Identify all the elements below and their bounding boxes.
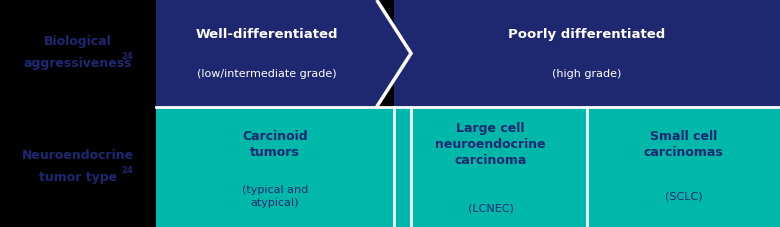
Bar [394,107,587,227]
Text: (SCLC): (SCLC) [665,191,703,201]
Text: aggressiveness: aggressiveness [23,57,133,70]
Text: Biological: Biological [44,35,112,49]
Text: (LCNEC): (LCNEC) [468,204,513,214]
Text: Well-differentiated: Well-differentiated [195,27,338,41]
Bar [156,107,394,227]
Text: Poorly differentiated: Poorly differentiated [509,27,665,41]
Text: Carcinoid
tumors: Carcinoid tumors [242,130,308,159]
Text: Neuroendocrine: Neuroendocrine [22,149,134,162]
Bar [394,0,780,107]
Text: Small cell
carcinomas: Small cell carcinomas [644,130,724,159]
Text: tumor type: tumor type [39,170,117,184]
Text: (typical and
atypical): (typical and atypical) [242,185,308,207]
Text: 24: 24 [121,52,133,61]
Text: 24: 24 [121,166,133,175]
Text: (low/intermediate grade): (low/intermediate grade) [197,69,336,79]
Text: (high grade): (high grade) [552,69,622,79]
Polygon shape [156,0,411,107]
Text: Large cell
neuroendocrine
carcinoma: Large cell neuroendocrine carcinoma [435,122,546,167]
Bar [587,107,780,227]
